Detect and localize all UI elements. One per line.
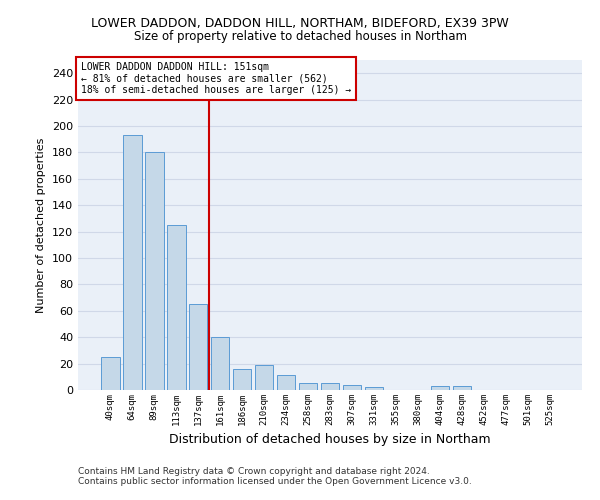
Bar [255,365,274,390]
Bar [343,384,361,390]
Text: LOWER DADDON, DADDON HILL, NORTHAM, BIDEFORD, EX39 3PW: LOWER DADDON, DADDON HILL, NORTHAM, BIDE… [91,18,509,30]
Bar [233,369,251,390]
Bar [452,386,471,390]
Bar [167,225,185,390]
Bar [431,386,449,390]
Bar [189,304,208,390]
Text: Contains HM Land Registry data © Crown copyright and database right 2024.: Contains HM Land Registry data © Crown c… [78,467,430,476]
Bar [299,384,317,390]
Y-axis label: Number of detached properties: Number of detached properties [37,138,46,312]
Bar [101,357,119,390]
Text: Contains public sector information licensed under the Open Government Licence v3: Contains public sector information licen… [78,477,472,486]
Bar [277,376,295,390]
Bar [365,388,383,390]
Bar [145,152,164,390]
Bar [320,384,340,390]
Text: Size of property relative to detached houses in Northam: Size of property relative to detached ho… [133,30,467,43]
X-axis label: Distribution of detached houses by size in Northam: Distribution of detached houses by size … [169,434,491,446]
Text: LOWER DADDON DADDON HILL: 151sqm
← 81% of detached houses are smaller (562)
18% : LOWER DADDON DADDON HILL: 151sqm ← 81% o… [80,62,351,95]
Bar [211,337,229,390]
Bar [123,135,142,390]
